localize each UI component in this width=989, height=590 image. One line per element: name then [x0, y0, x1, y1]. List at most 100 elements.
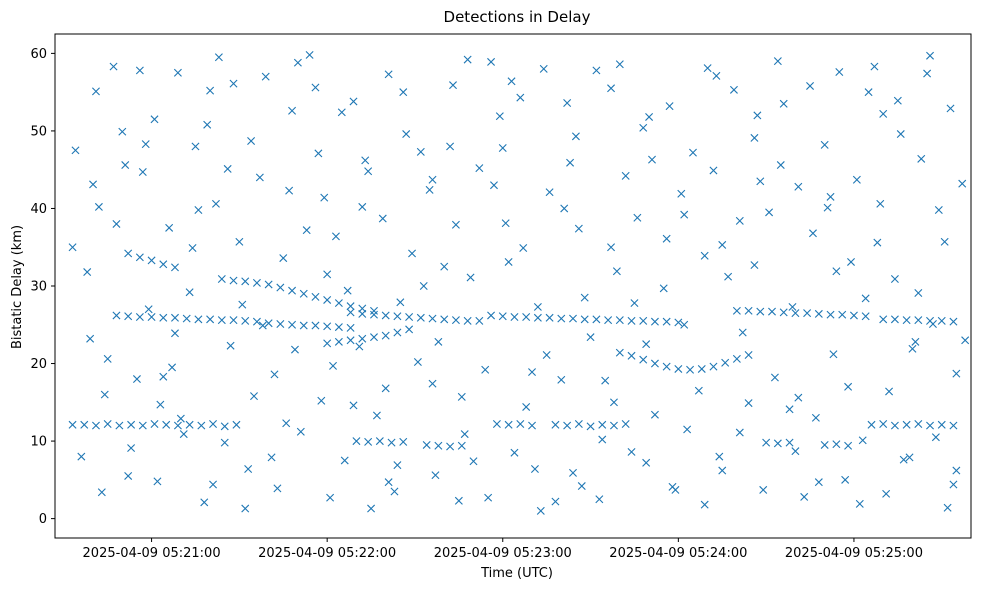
- data-point: [674, 364, 683, 373]
- data-point: [680, 320, 689, 329]
- data-point: [899, 455, 908, 464]
- data-point: [542, 351, 551, 359]
- data-point: [446, 442, 455, 451]
- data-point: [305, 50, 314, 59]
- data-point: [446, 142, 455, 151]
- data-point: [135, 253, 144, 262]
- data-point: [595, 495, 604, 504]
- data-point: [501, 219, 510, 228]
- data-point: [949, 421, 958, 430]
- data-point: [879, 420, 888, 429]
- data-point: [492, 420, 501, 429]
- data-point: [715, 452, 724, 461]
- data-point: [659, 284, 668, 293]
- data-point: [244, 465, 253, 473]
- data-point: [211, 199, 220, 208]
- data-point: [885, 387, 894, 396]
- data-point: [460, 430, 469, 439]
- data-point: [495, 112, 504, 121]
- data-point: [241, 316, 250, 325]
- data-point: [914, 420, 923, 429]
- data-point: [247, 137, 256, 145]
- data-point: [662, 317, 671, 326]
- data-point: [422, 440, 431, 449]
- data-point: [475, 316, 484, 325]
- data-point: [463, 55, 472, 64]
- data-point: [896, 130, 905, 139]
- data-point: [220, 438, 229, 447]
- data-point: [592, 66, 601, 75]
- data-point: [756, 307, 765, 316]
- data-point: [563, 421, 572, 430]
- data-point: [814, 309, 823, 318]
- data-point: [419, 282, 428, 290]
- data-point: [808, 229, 817, 238]
- data-point: [750, 133, 759, 142]
- data-point: [428, 379, 437, 388]
- data-point: [873, 238, 882, 247]
- data-point: [83, 268, 92, 277]
- data-point: [609, 421, 618, 430]
- data-point: [738, 328, 747, 337]
- data-point: [150, 420, 159, 429]
- data-point: [370, 333, 378, 342]
- data-point: [858, 436, 867, 445]
- data-point: [791, 447, 800, 456]
- data-point: [217, 316, 226, 325]
- data-point: [118, 127, 127, 136]
- data-point: [882, 489, 891, 498]
- data-point: [563, 99, 572, 107]
- data-point: [607, 243, 616, 252]
- data-point: [112, 311, 121, 320]
- data-point: [235, 237, 244, 246]
- data-point: [931, 433, 940, 442]
- data-point: [890, 315, 899, 324]
- data-point: [314, 149, 323, 158]
- data-point: [504, 420, 513, 429]
- data-point: [115, 421, 124, 430]
- data-point: [209, 480, 218, 489]
- data-point: [159, 313, 168, 322]
- data-point: [288, 106, 297, 115]
- data-point: [811, 413, 820, 422]
- data-point: [449, 81, 457, 90]
- data-point: [194, 206, 203, 215]
- data-point: [601, 376, 610, 385]
- data-point: [557, 314, 566, 323]
- y-tick-label: 50: [30, 124, 47, 139]
- data-point: [776, 161, 785, 170]
- data-point: [615, 316, 624, 325]
- data-point: [703, 64, 712, 73]
- data-point: [124, 249, 133, 258]
- data-point: [440, 315, 449, 324]
- data-point: [323, 322, 332, 331]
- data-point: [361, 156, 370, 165]
- data-point: [165, 223, 174, 232]
- data-point: [639, 123, 648, 132]
- data-point: [384, 478, 393, 487]
- data-point: [141, 140, 150, 149]
- data-point: [849, 311, 858, 320]
- data-point: [841, 475, 850, 484]
- data-point: [451, 316, 460, 325]
- data-point: [574, 224, 583, 233]
- data-point: [580, 315, 589, 324]
- data-point: [203, 120, 212, 129]
- data-point: [753, 111, 762, 120]
- data-point: [694, 386, 703, 395]
- data-point: [650, 410, 659, 419]
- data-point: [914, 288, 923, 297]
- data-point: [463, 316, 472, 325]
- data-point: [349, 97, 358, 106]
- data-point: [378, 214, 387, 223]
- data-point: [826, 310, 835, 319]
- data-point: [645, 112, 654, 121]
- data-point: [346, 336, 355, 345]
- data-point: [358, 304, 367, 313]
- data-point: [457, 441, 466, 450]
- data-point: [323, 270, 332, 279]
- data-point: [621, 420, 630, 429]
- data-point: [217, 275, 226, 284]
- y-tick-label: 0: [39, 512, 47, 527]
